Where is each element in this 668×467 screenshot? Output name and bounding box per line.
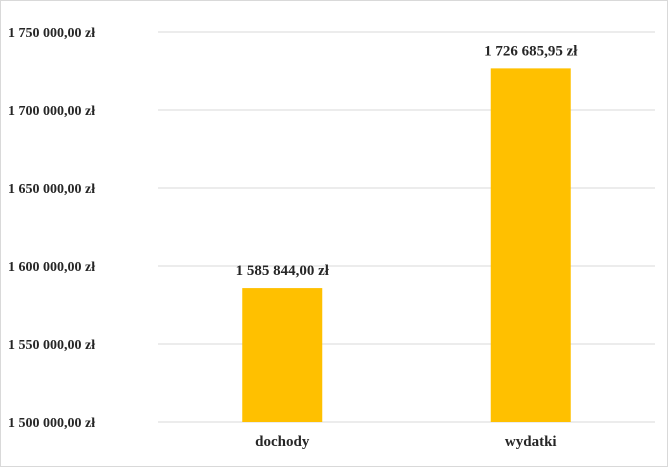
bar-wydatki [490,68,571,422]
y-tick-label: 1 700 000,00 zł [8,104,95,119]
bars [242,68,571,422]
bar-dochody [242,288,323,422]
y-tick-label: 1 550 000,00 zł [8,338,95,353]
x-category-label: dochody [255,434,310,450]
y-tick-label: 1 600 000,00 zł [8,260,95,275]
data-label-wydatki: 1 726 685,95 zł [484,43,578,59]
y-tick-label: 1 500 000,00 zł [8,416,95,431]
x-axis-category-labels: dochody wydatki [255,434,556,450]
x-category-label: wydatki [505,434,557,450]
y-axis-tick-labels: 1 500 000,00 zł 1 550 000,00 zł 1 600 000,… [8,26,95,431]
y-tick-label: 1 650 000,00 zł [8,182,95,197]
data-labels: 1 585 844,00 zł 1 726 685,95 zł [236,43,579,279]
gridlines [158,31,655,423]
y-tick-label: 1 750 000,00 zł [8,26,95,41]
data-label-dochody: 1 585 844,00 zł [236,263,330,279]
